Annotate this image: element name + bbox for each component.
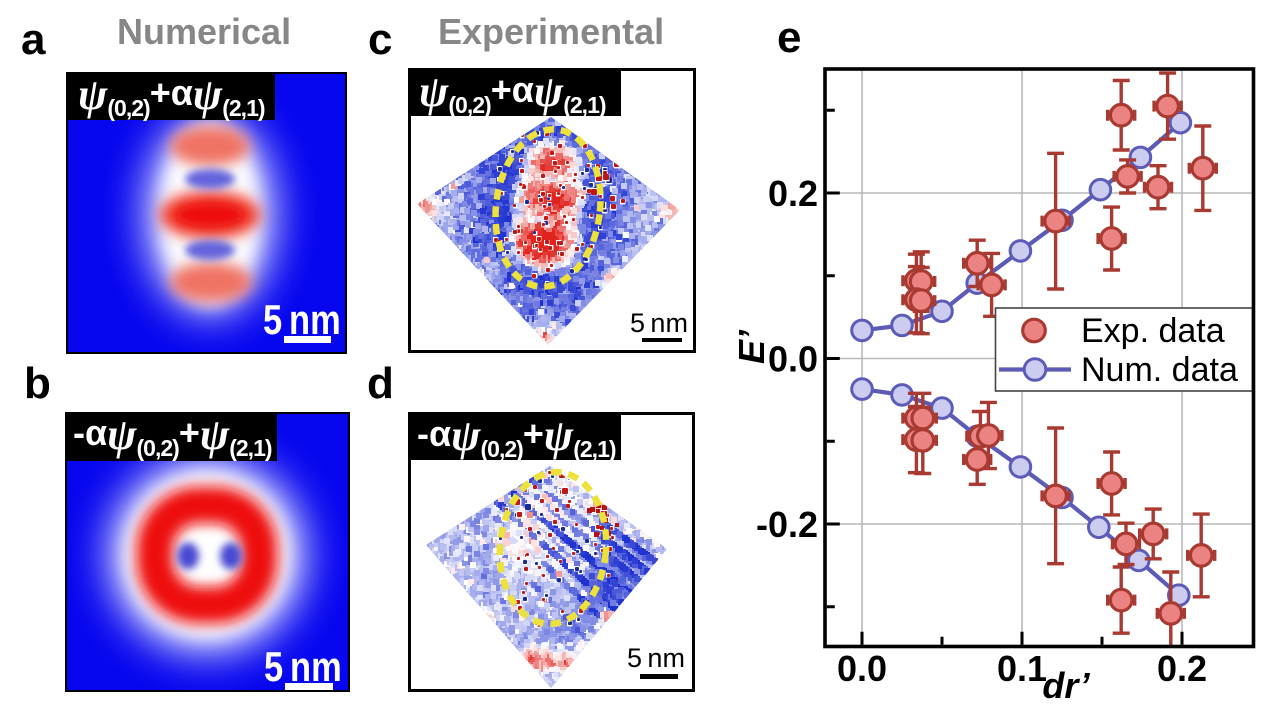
svg-text:0.1: 0.1: [997, 648, 1047, 689]
svg-text:0.0: 0.0: [768, 339, 818, 380]
svg-text:Num. data: Num. data: [1081, 351, 1238, 389]
svg-text:0.2: 0.2: [1157, 648, 1207, 689]
svg-text:0.2: 0.2: [768, 173, 818, 214]
svg-text:0.0: 0.0: [837, 648, 887, 689]
svg-text:dr’: dr’: [1042, 665, 1090, 706]
svg-text:Exp. data: Exp. data: [1081, 312, 1225, 350]
svg-text:E’: E’: [731, 329, 772, 364]
svg-text:-0.2: -0.2: [756, 504, 818, 545]
